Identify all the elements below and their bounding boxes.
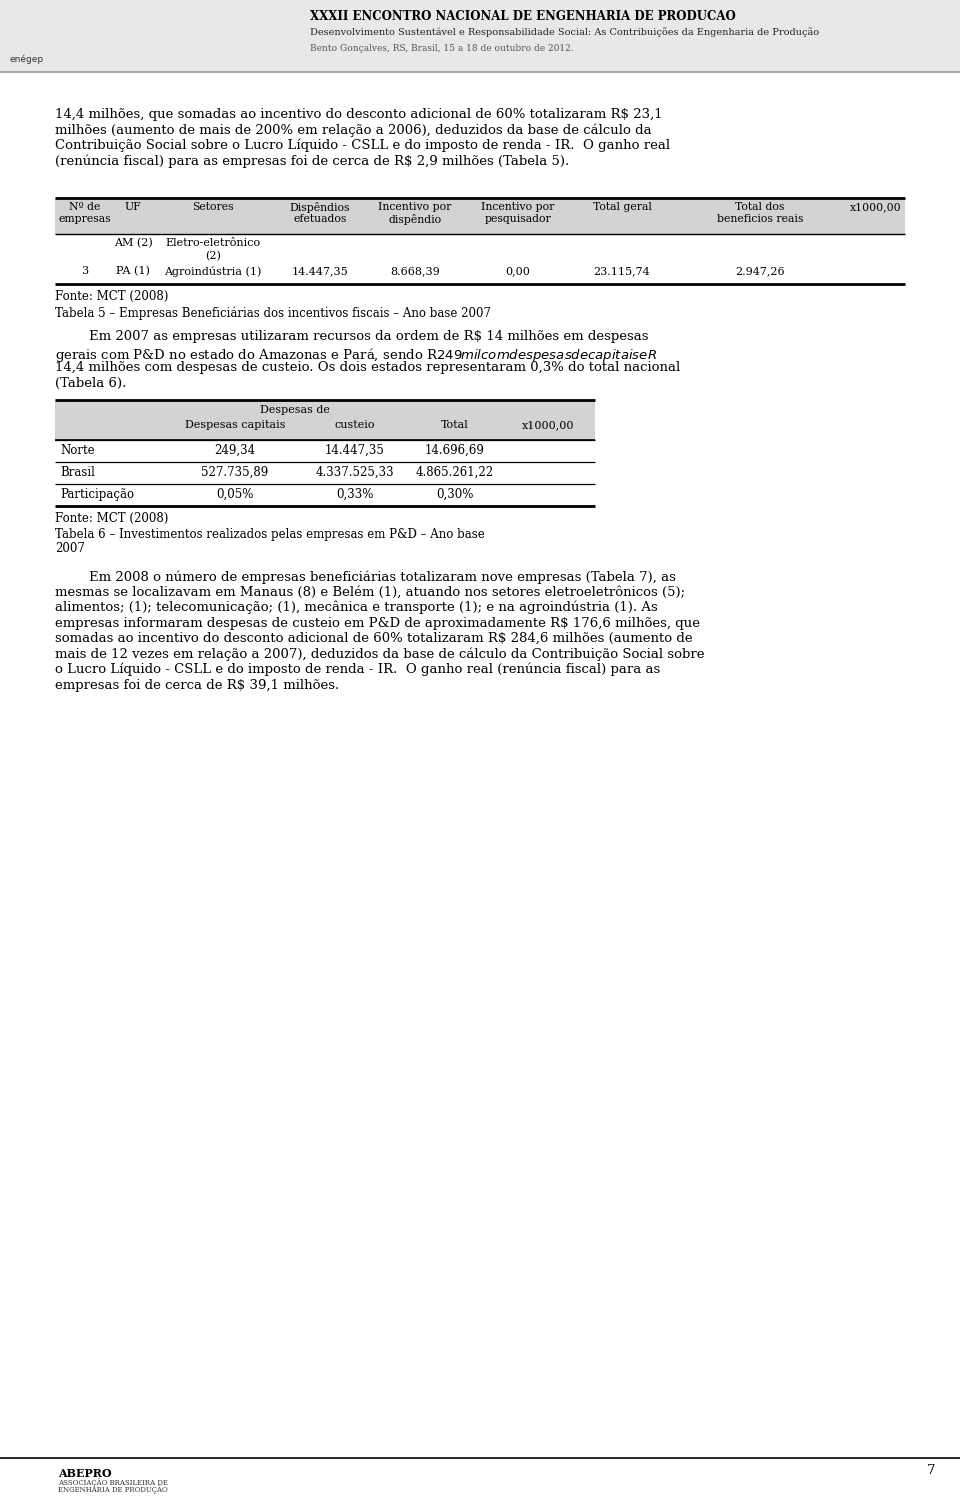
Text: 4.865.261,22: 4.865.261,22	[416, 467, 494, 479]
Text: 14.447,35: 14.447,35	[325, 444, 385, 458]
Text: UF: UF	[125, 202, 141, 211]
Text: Brasil: Brasil	[60, 467, 95, 479]
Text: empresas foi de cerca de R$ 39,1 milhões.: empresas foi de cerca de R$ 39,1 milhões…	[55, 678, 339, 692]
Text: empresas informaram despesas de custeio em P&D de aproximadamente R$ 176,6 milhõ: empresas informaram despesas de custeio …	[55, 616, 700, 630]
Text: milhões (aumento de mais de 200% em relação a 2006), deduzidos da base de cálcul: milhões (aumento de mais de 200% em rela…	[55, 124, 652, 137]
Text: pesquisador: pesquisador	[485, 214, 551, 223]
Text: efetuados: efetuados	[294, 214, 347, 223]
Text: 527.735,89: 527.735,89	[202, 467, 269, 479]
Text: Tabela 5 – Empresas Beneficiárias dos incentivos fiscais – Ano base 2007: Tabela 5 – Empresas Beneficiárias dos in…	[55, 307, 491, 320]
Text: 4.337.525,33: 4.337.525,33	[316, 467, 395, 479]
Text: Tabela 6 – Investimentos realizados pelas empresas em P&D – Ano base: Tabela 6 – Investimentos realizados pela…	[55, 528, 485, 541]
Text: Total dos: Total dos	[735, 202, 784, 211]
Text: ENGENHARIA DE PRODUÇÃO: ENGENHARIA DE PRODUÇÃO	[58, 1484, 168, 1493]
Text: 14,4 milhões, que somadas ao incentivo do desconto adicional de 60% totalizaram : 14,4 milhões, que somadas ao incentivo d…	[55, 109, 662, 121]
Text: 14.696,69: 14.696,69	[425, 444, 485, 458]
Text: dispêndio: dispêndio	[389, 214, 442, 225]
Text: Nº de: Nº de	[69, 202, 101, 211]
Text: o Lucro Líquido - CSLL e do imposto de renda - IR.  O ganho real (renúncia fisca: o Lucro Líquido - CSLL e do imposto de r…	[55, 663, 660, 676]
Text: Total: Total	[442, 420, 468, 430]
Text: mesmas se localizavam em Manaus (8) e Belém (1), atuando nos setores eletroeletr: mesmas se localizavam em Manaus (8) e Be…	[55, 586, 685, 598]
Text: gerais com P&D no estado do Amazonas e Pará, sendo R$ 249 mil com despesas de ca: gerais com P&D no estado do Amazonas e P…	[55, 346, 657, 364]
Bar	[0, 0, 960, 72]
Text: ABEPRO: ABEPRO	[58, 1468, 111, 1478]
Text: Norte: Norte	[60, 444, 95, 458]
Text: Agroindústria (1): Agroindústria (1)	[164, 266, 262, 276]
Text: 14,4 milhões com despesas de custeio. Os dois estados representaram 0,3% do tota: 14,4 milhões com despesas de custeio. Os…	[55, 361, 681, 374]
Text: Participação: Participação	[60, 488, 134, 501]
Text: AM (2): AM (2)	[113, 239, 153, 248]
Text: (renúncia fiscal) para as empresas foi de cerca de R$ 2,9 milhões (Tabela 5).: (renúncia fiscal) para as empresas foi d…	[55, 154, 569, 168]
Text: 2007: 2007	[55, 542, 84, 556]
Text: XXXII ENCONTRO NACIONAL DE ENGENHARIA DE PRODUCAO: XXXII ENCONTRO NACIONAL DE ENGENHARIA DE…	[310, 11, 735, 23]
Text: 7: 7	[926, 1465, 935, 1477]
Text: enégep: enégep	[10, 54, 44, 65]
Text: Incentivo por: Incentivo por	[378, 202, 452, 211]
Text: ASSOCIAÇÃO BRASILEIRA DE: ASSOCIAÇÃO BRASILEIRA DE	[58, 1478, 168, 1487]
Text: x1000,00: x1000,00	[521, 420, 574, 430]
Bar	[55, 400, 595, 439]
Text: 0,33%: 0,33%	[336, 488, 373, 501]
Text: Despesas capitais: Despesas capitais	[184, 420, 285, 430]
Text: Contribuição Social sobre o Lucro Líquido - CSLL e do imposto de renda - IR.  O : Contribuição Social sobre o Lucro Líquid…	[55, 139, 670, 153]
Text: Setores: Setores	[192, 202, 234, 211]
Text: mais de 12 vezes em relação a 2007), deduzidos da base de cálculo da Contribuiçã: mais de 12 vezes em relação a 2007), ded…	[55, 648, 705, 661]
Text: 3: 3	[82, 266, 88, 276]
Text: (Tabela 6).: (Tabela 6).	[55, 376, 127, 390]
Text: 8.668,39: 8.668,39	[390, 266, 440, 276]
Text: PA (1): PA (1)	[116, 266, 150, 276]
Text: Fonte: MCT (2008): Fonte: MCT (2008)	[55, 512, 168, 525]
Text: custeio: custeio	[335, 420, 375, 430]
Text: Eletro-eletrônico: Eletro-eletrônico	[165, 239, 260, 248]
Text: Fonte: MCT (2008): Fonte: MCT (2008)	[55, 290, 168, 304]
Text: Em 2007 as empresas utilizaram recursos da ordem de R$ 14 milhões em despesas: Em 2007 as empresas utilizaram recursos …	[55, 331, 649, 343]
Text: 249,34: 249,34	[214, 444, 255, 458]
Text: 2.947,26: 2.947,26	[735, 266, 785, 276]
Text: 0,05%: 0,05%	[216, 488, 253, 501]
Text: 14.447,35: 14.447,35	[292, 266, 348, 276]
Text: 23.115,74: 23.115,74	[593, 266, 650, 276]
Text: 0,30%: 0,30%	[436, 488, 473, 501]
Text: Incentivo por: Incentivo por	[481, 202, 555, 211]
Text: Despesas de: Despesas de	[260, 405, 330, 415]
Text: Dispêndios: Dispêndios	[290, 202, 350, 213]
Text: Bento Gonçalves, RS, Brasil, 15 a 18 de outubro de 2012.: Bento Gonçalves, RS, Brasil, 15 a 18 de …	[310, 44, 574, 53]
Text: (2): (2)	[205, 251, 221, 261]
Text: Desenvolvimento Sustentável e Responsabilidade Social: As Contribuições da Engen: Desenvolvimento Sustentável e Responsabi…	[310, 27, 819, 36]
Text: Em 2008 o número de empresas beneficiárias totalizaram nove empresas (Tabela 7),: Em 2008 o número de empresas beneficiári…	[55, 569, 676, 583]
Text: 0,00: 0,00	[506, 266, 531, 276]
Text: alimentos; (1); telecomunicação; (1), mecânica e transporte (1); e na agroindúst: alimentos; (1); telecomunicação; (1), me…	[55, 601, 658, 615]
Text: Total geral: Total geral	[592, 202, 652, 211]
Text: empresas: empresas	[59, 214, 111, 223]
Text: beneficios reais: beneficios reais	[717, 214, 804, 223]
Text: somadas ao incentivo do desconto adicional de 60% totalizaram R$ 284,6 milhões (: somadas ao incentivo do desconto adicion…	[55, 633, 692, 645]
Bar	[55, 198, 905, 234]
Text: x1000,00: x1000,00	[851, 202, 901, 211]
